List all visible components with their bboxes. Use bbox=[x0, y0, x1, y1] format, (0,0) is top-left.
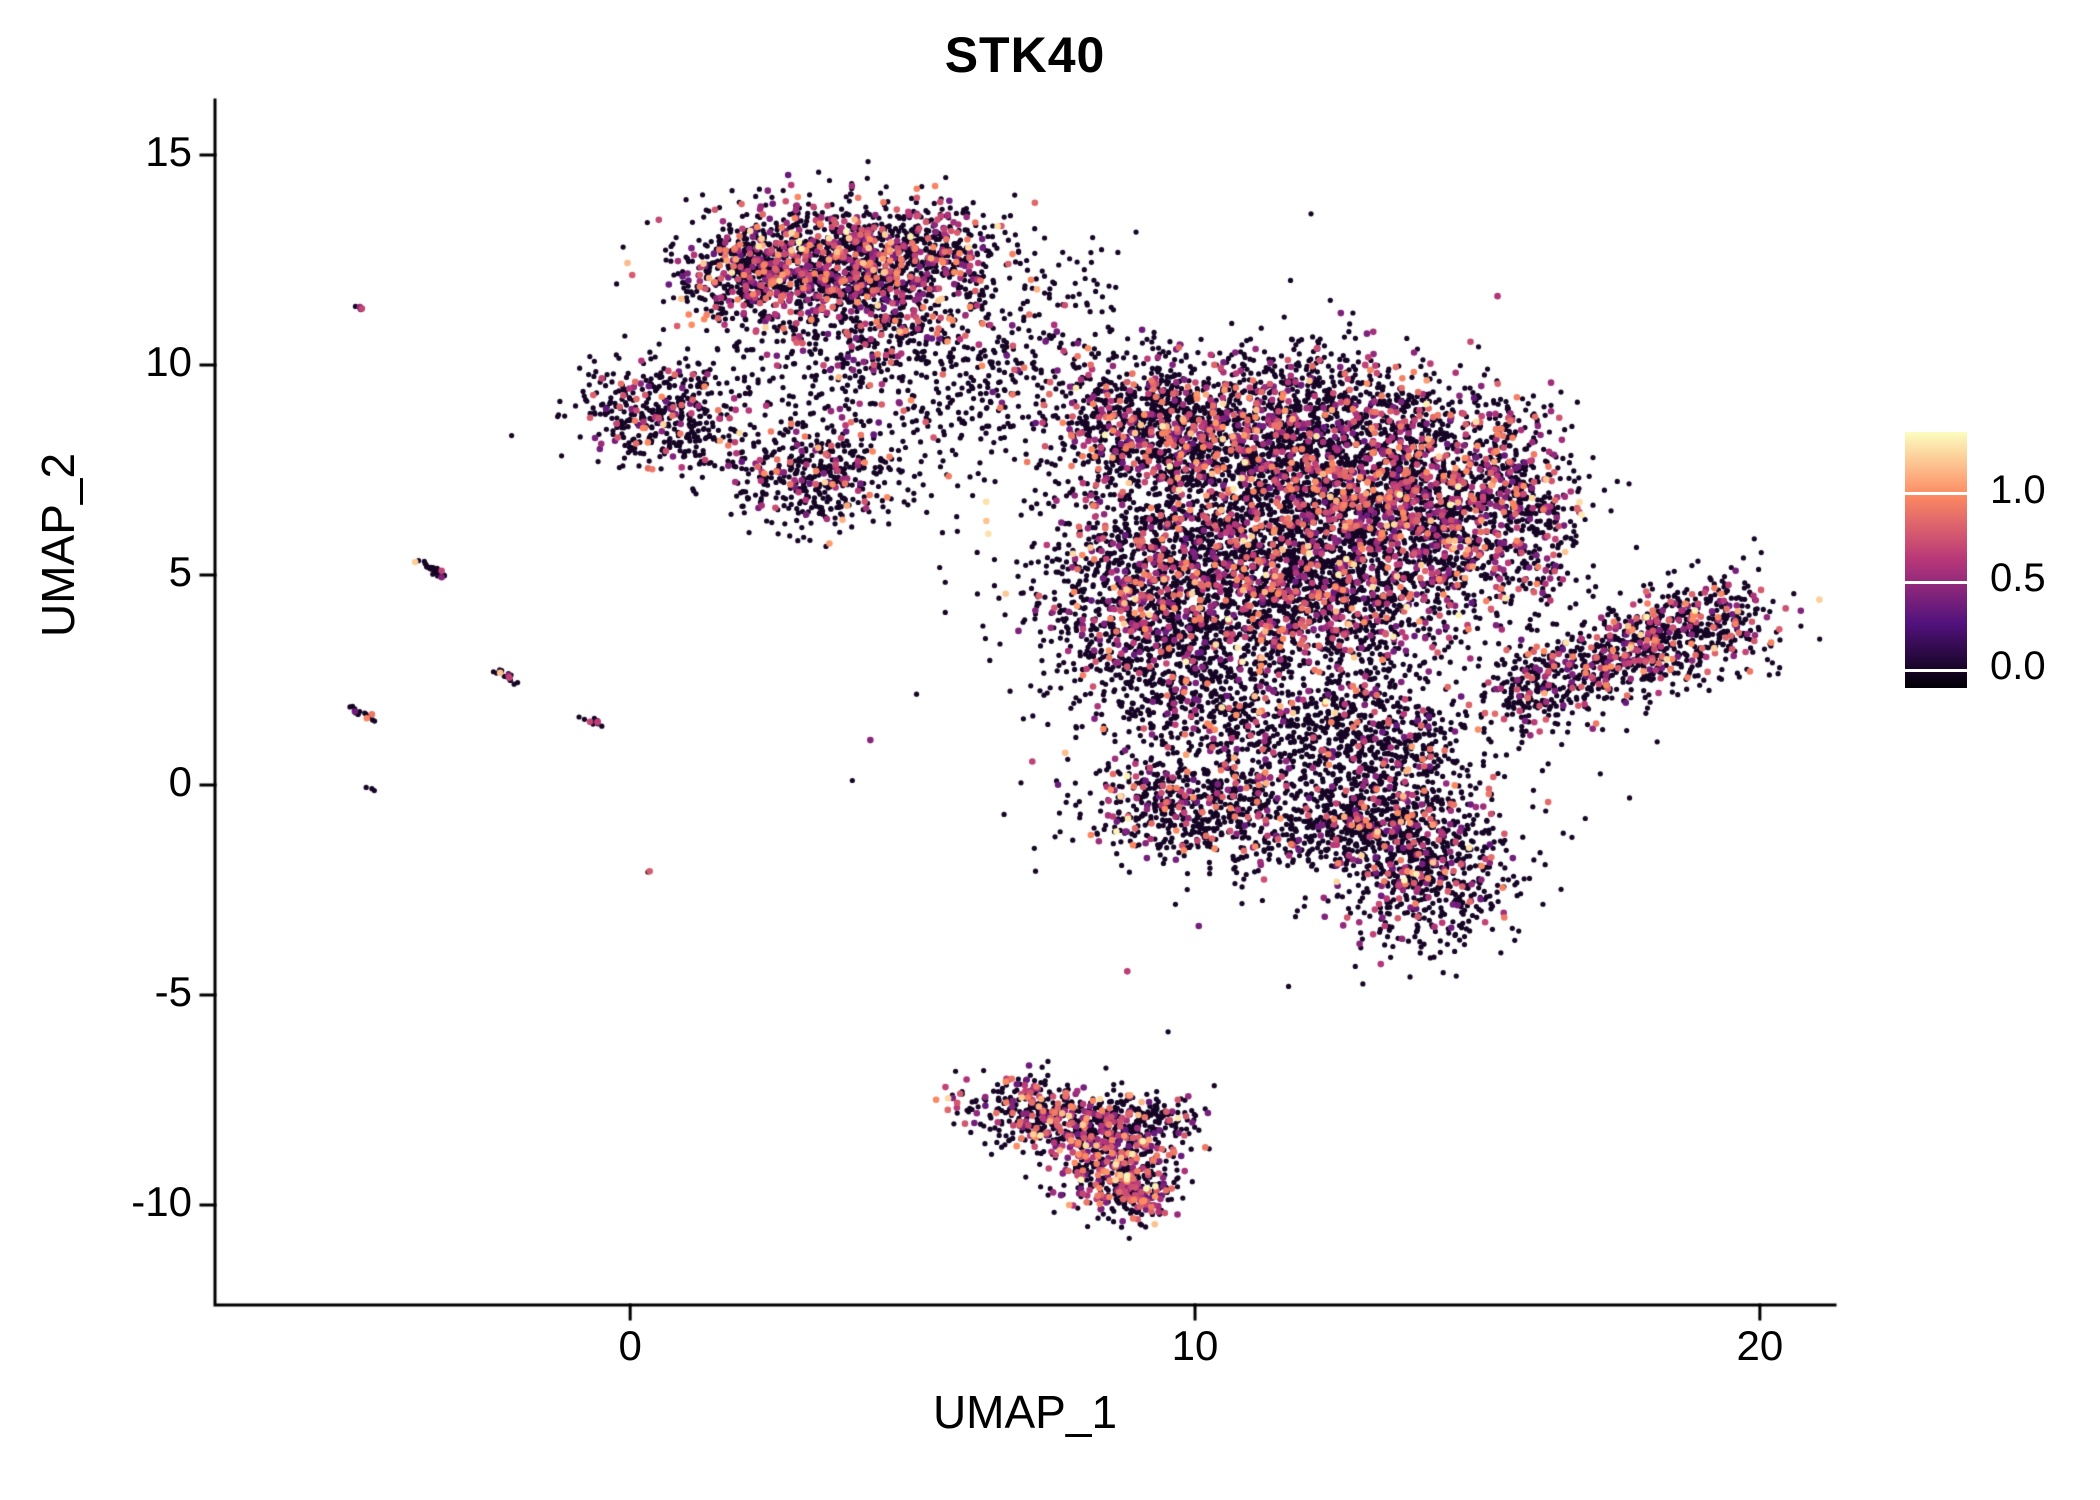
x-tick-label: 10 bbox=[1171, 1322, 1219, 1369]
y-tick-label: 15 bbox=[145, 128, 192, 176]
colorbar-tick-label: 1.0 bbox=[1990, 467, 2046, 512]
y-tick-label: -10 bbox=[131, 1178, 192, 1226]
colorbar-tick bbox=[1905, 492, 1967, 496]
y-axis-label: UMAP_2 bbox=[32, 452, 84, 638]
y-tick-label: 0 bbox=[168, 758, 192, 806]
colorbar-tick bbox=[1905, 668, 1967, 672]
x-tick-label: 0 bbox=[618, 1322, 642, 1369]
y-tick-label: -5 bbox=[154, 968, 192, 1016]
colorbar bbox=[1905, 432, 1967, 688]
y-tick-label: 5 bbox=[168, 548, 192, 596]
x-tick-label: 20 bbox=[1736, 1322, 1784, 1369]
colorbar-tick-label: 0.0 bbox=[1990, 644, 2046, 689]
x-axis-label: UMAP_1 bbox=[932, 1386, 1118, 1438]
plot-title: STK40 bbox=[944, 27, 1106, 83]
colorbar-gradient bbox=[1905, 432, 1967, 688]
y-tick-label: 10 bbox=[145, 338, 192, 386]
colorbar-tick bbox=[1905, 580, 1967, 584]
colorbar-tick-label: 0.5 bbox=[1990, 556, 2046, 601]
